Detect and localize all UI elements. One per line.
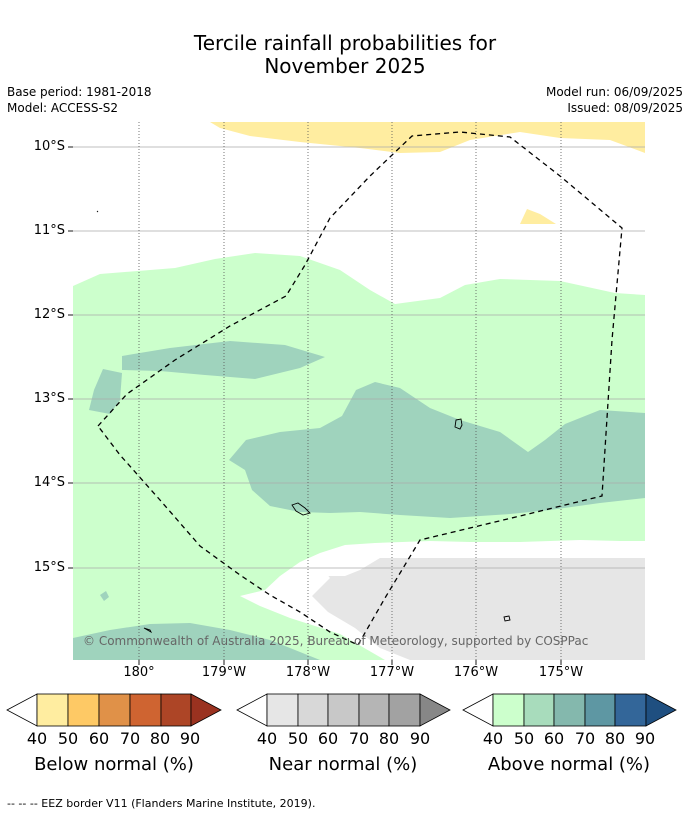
eez-footnote: -- -- -- EEZ border V11 (Flanders Marine… [7, 797, 316, 810]
lat-label-10s: 10°S [33, 139, 65, 154]
near-tick-60: 60 [317, 729, 339, 748]
colorbar-above-swatch-80 [614, 693, 647, 727]
near-tick-80: 80 [378, 729, 400, 748]
below-normal-title: Below normal (%) [34, 754, 194, 775]
colorbar-near-swatch-60 [327, 693, 360, 727]
lon-label-180: 180° [123, 665, 155, 680]
island-outlines [96, 210, 511, 634]
above-tick-50: 50 [513, 729, 535, 748]
issued-date: Issued: 08/09/2025 [567, 101, 683, 115]
title-line-1: Tercile rainfall probabilities for [193, 31, 497, 55]
above-tick-80: 80 [604, 729, 626, 748]
meta-right: Model run: 06/09/2025 Issued: 08/09/2025 [546, 84, 683, 116]
lon-label-176w: 176°W [453, 665, 499, 680]
colorbar-below-swatch-90 [190, 693, 222, 727]
colorbar-above-swatch-70 [584, 693, 616, 727]
above-normal-50-south [73, 623, 320, 660]
map-title: Tercile rainfall probabilities for Novem… [0, 32, 690, 78]
base-period: Base period: 1981-2018 [7, 85, 152, 99]
above-normal-title: Above normal (%) [487, 754, 651, 775]
colorbar-above-swatch-90 [645, 693, 677, 727]
above-tick-90: 90 [634, 729, 656, 748]
map-plot: © Commonwealth of Australia 2025, Bureau… [73, 122, 645, 660]
above-tick-70: 70 [574, 729, 596, 748]
lon-label-178w: 178°W [285, 665, 331, 680]
lat-label-15s: 15°S [33, 560, 65, 575]
below-tick-70: 70 [119, 729, 141, 748]
colorbar-near-swatch-70 [358, 693, 390, 727]
model-run: Model run: 06/09/2025 [545, 85, 683, 99]
colorbar-above-swatch-60 [553, 693, 586, 727]
colorbar-above-min-arrow [462, 693, 494, 727]
above-normal-50-speck [100, 591, 109, 601]
colorbar-below-swatch-40 [36, 693, 69, 727]
island-outline-2 [291, 502, 311, 516]
island-outline-1 [454, 418, 463, 430]
lat-label-12s: 12°S [33, 307, 65, 322]
lat-label-14s: 14°S [33, 475, 65, 490]
colorbar-near-swatch-80 [388, 693, 421, 727]
colorbar-near-swatch-40 [266, 693, 299, 727]
island-outline-3 [503, 615, 511, 622]
below-normal-region-small [520, 209, 556, 224]
above-normal-50-band-upper [122, 341, 325, 379]
colorbar-near-swatch-90 [419, 693, 451, 727]
colorbar-near-swatch-50 [297, 693, 329, 727]
colorbar-near [236, 693, 451, 727]
colorbar-below-swatch-70 [129, 693, 162, 727]
above-normal-50-band-central [229, 382, 645, 518]
near-normal-title: Near normal (%) [268, 754, 418, 775]
lat-label-13s: 13°S [33, 391, 65, 406]
above-tick-40: 40 [482, 729, 504, 748]
meta-left: Base period: 1981-2018 Model: ACCESS-S2 [7, 84, 152, 116]
lon-label-175w: 175°W [538, 665, 584, 680]
lon-label-179w: 179°W [201, 665, 247, 680]
below-tick-40: 40 [26, 729, 48, 748]
near-tick-40: 40 [256, 729, 278, 748]
island-outline-5 [96, 210, 99, 213]
below-tick-50: 50 [57, 729, 79, 748]
lat-label-11s: 11°S [33, 223, 65, 238]
below-normal-region-north [210, 122, 645, 153]
map-ticks [68, 146, 562, 665]
colorbar-below-min-arrow [6, 693, 38, 727]
colorbar-below-swatch-80 [160, 693, 192, 727]
eez-border [97, 131, 623, 646]
above-tick-60: 60 [543, 729, 565, 748]
near-tick-90: 90 [409, 729, 431, 748]
near-tick-50: 50 [287, 729, 309, 748]
colorbar-below [6, 693, 222, 727]
colorbar-near-min-arrow [236, 693, 268, 727]
island-outline-4 [143, 627, 153, 634]
lon-label-177w: 177°W [369, 665, 415, 680]
colorbar-above-swatch-40 [492, 693, 525, 727]
below-tick-60: 60 [88, 729, 110, 748]
below-tick-80: 80 [149, 729, 171, 748]
colorbar-above-swatch-50 [523, 693, 555, 727]
colorbar-below-swatch-60 [98, 693, 131, 727]
above-normal-50-patch-west [89, 369, 122, 414]
near-normal-region [312, 558, 645, 660]
title-line-2: November 2025 [264, 54, 426, 78]
white-gap-region [280, 563, 330, 600]
near-tick-70: 70 [348, 729, 370, 748]
colorbar-below-swatch-50 [67, 693, 100, 727]
latitude-gridlines [73, 146, 645, 569]
copyright-text: © Commonwealth of Australia 2025, Bureau… [83, 634, 588, 648]
model-name: Model: ACCESS-S2 [7, 101, 119, 115]
colorbar-above [462, 693, 677, 727]
below-tick-90: 90 [179, 729, 201, 748]
